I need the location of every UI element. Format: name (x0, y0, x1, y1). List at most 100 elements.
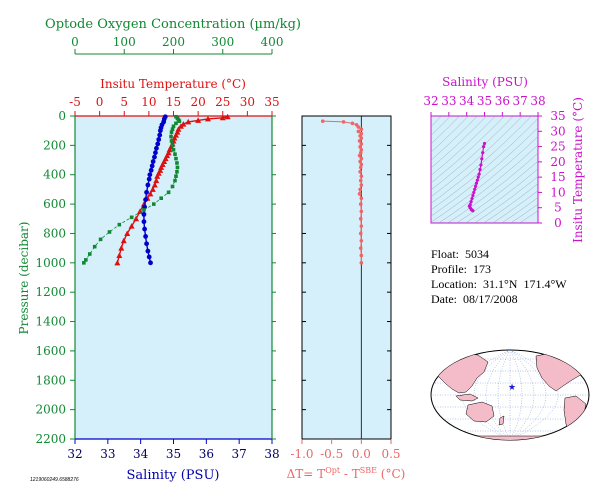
oxygen-point (169, 134, 173, 139)
delta-t-axis-title: ΔT= TOpt - TSBE (°C) (287, 466, 406, 481)
temperature-point (151, 182, 158, 188)
pressure-tick-label: 1400 (35, 315, 66, 329)
salinity-point (143, 197, 148, 203)
map-meridian (461, 350, 511, 440)
salinity-point (143, 233, 148, 239)
oxygen-tick-label: 400 (261, 35, 284, 49)
oxygen-tick-label: 200 (162, 35, 185, 49)
isopycnal-line (447, 152, 538, 223)
temperature-tick-label: 30 (240, 95, 255, 109)
oxygen-point (175, 169, 179, 174)
isopycnal-line (465, 168, 538, 223)
ts-isopycnal-lines (431, 116, 538, 223)
salinity-point (157, 128, 163, 134)
salinity-tick-label: 37 (232, 447, 247, 461)
pressure-tick-label: 600 (43, 197, 66, 211)
map-meridian (473, 350, 511, 440)
delta-t-point (357, 192, 362, 196)
ts-point (477, 172, 481, 176)
isopycnal-line (431, 116, 469, 153)
oxygen-tick-label: 100 (113, 35, 136, 49)
temperature-point (114, 259, 121, 266)
oxygen-point (177, 119, 182, 123)
ts-xtick-label: 36 (495, 94, 510, 108)
ts-xtick-label: 32 (423, 94, 438, 108)
salinity-point (146, 176, 152, 182)
delta-t-point (358, 145, 362, 149)
delta-t-point (358, 169, 362, 174)
isopycnal-line (431, 116, 460, 145)
delta-t-point (358, 187, 362, 192)
ts-xtick-label: 34 (459, 94, 475, 108)
indonesia-landmass (455, 393, 479, 402)
temperature-point (137, 208, 144, 214)
pressure-tick-label: 0 (58, 109, 66, 123)
map-meridian (509, 350, 547, 440)
temperature-point (153, 177, 160, 184)
delta-t-point (320, 119, 325, 123)
temperature-point (133, 215, 140, 222)
map-meridian (509, 350, 559, 440)
oxygen-point (142, 208, 146, 212)
salinity-tick-label: 32 (67, 447, 82, 461)
new-zealand-landmass (498, 415, 505, 426)
ts-point (470, 196, 474, 201)
temperature-point (185, 118, 192, 125)
temperature-point (116, 252, 123, 258)
delta-t-point (356, 129, 361, 134)
isopycnal-line (431, 116, 451, 136)
ts-point (479, 163, 483, 167)
float-id: Float: 5034 (431, 247, 490, 261)
salinity-point (152, 154, 157, 160)
ts-ytick-label: 15 (550, 170, 565, 184)
oxygen-axis-title: Optode Oxygen Concentration (µm/kg) (45, 17, 301, 32)
isopycnal-line (431, 116, 505, 184)
temperature-point (177, 123, 184, 129)
salinity-axis: 32 33 34 35 36 37 38 (67, 438, 280, 461)
temperature-point (149, 186, 156, 192)
temperature-tick-label: 0 (96, 95, 104, 109)
pressure-tick-label: 1200 (35, 285, 66, 299)
temperature-point (154, 173, 161, 179)
oxygen-point (173, 178, 177, 183)
salinity-tick-label: 33 (100, 447, 115, 461)
delta-t-point (356, 125, 361, 129)
isopycnal-line (431, 118, 538, 211)
temperature-tick-label: 20 (190, 95, 205, 109)
map-meridian (485, 350, 511, 440)
delta-t-point (359, 174, 364, 178)
delta-t-point (341, 120, 346, 124)
isopycnal-line (431, 116, 514, 191)
ts-ytick-label: 10 (550, 185, 565, 199)
delta-t-point (359, 224, 364, 228)
salinity-tick-label: 34 (133, 447, 149, 461)
salinity-axis-title: Salinity (PSU) (127, 468, 220, 483)
delta-t-point (358, 159, 362, 164)
profile-number: Profile: 173 (431, 262, 491, 276)
delta-t-tick-label: -1.0 (290, 447, 313, 461)
oxygen-point (166, 190, 171, 195)
main-profile-panel: 0 100 200 300 400 Optode Oxygen Concentratio… (17, 17, 301, 483)
ts-ytick-label: 30 (550, 124, 565, 138)
salinity-point (147, 172, 153, 178)
ts-point (471, 209, 475, 213)
temperature-axis: -5 0 5 10 15 20 25 30 35 (69, 95, 280, 117)
delta-t-series-layer (320, 119, 364, 265)
dt-title-sup2: SBE (360, 466, 377, 475)
oxygen-point (107, 230, 112, 234)
dt-title-sup1: Opt (325, 466, 341, 475)
delta-t-point (358, 216, 363, 221)
delta-t-tick-label: 0.0 (352, 447, 371, 461)
ts-point (476, 175, 480, 179)
ts-point (474, 181, 479, 185)
delta-t-point (357, 153, 362, 158)
main-plot-area (74, 115, 273, 440)
oxygen-tick-label: 300 (211, 35, 234, 49)
isopycnal-line (438, 144, 538, 223)
isopycnal-line (431, 116, 487, 169)
oxygen-point (174, 156, 178, 161)
dt-title-part1: ΔT= T (287, 467, 326, 481)
oxygen-point (169, 139, 174, 143)
temperature-point (128, 223, 135, 229)
delta-t-point (358, 246, 363, 250)
